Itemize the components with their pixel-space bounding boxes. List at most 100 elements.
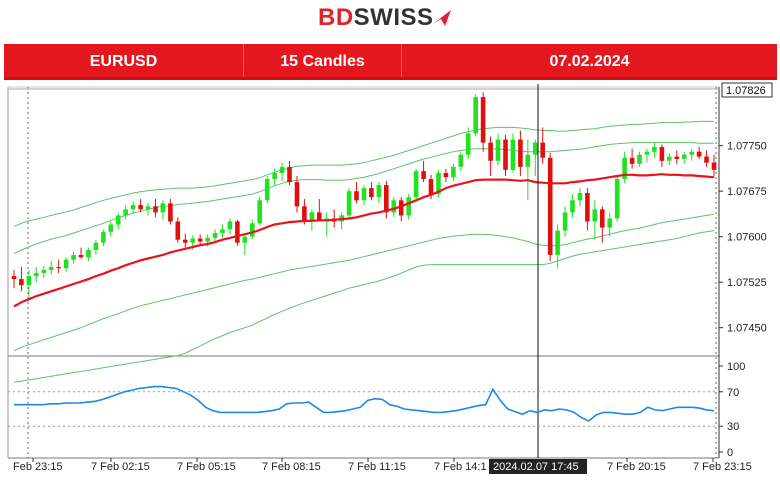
moving-average-line <box>13 173 715 308</box>
bullish-candle <box>667 156 672 161</box>
rsi-tick-label: 0 <box>727 447 733 459</box>
bearish-candle <box>287 166 292 183</box>
bullish-candle <box>93 242 99 250</box>
bullish-candle <box>644 151 650 155</box>
time-tick-label: 7 Feb 14:1 <box>434 461 487 473</box>
bullish-candle <box>264 179 270 201</box>
bearish-candle <box>317 212 322 222</box>
bullish-candle <box>250 223 255 237</box>
bullish-candle <box>465 133 471 155</box>
bullish-candle <box>101 231 106 243</box>
bearish-candle <box>398 200 404 216</box>
bearish-candle <box>659 146 665 161</box>
bullish-candle <box>473 97 478 134</box>
bullish-candle <box>495 139 501 161</box>
bullish-candle <box>145 206 151 210</box>
current-price-label: 1.07826 <box>726 85 766 97</box>
price-tick-label: 1.07525 <box>727 277 767 289</box>
symbol-label: EURUSD <box>4 44 244 77</box>
brand-wordmark: BDSWISS <box>318 4 434 32</box>
bollinger-bands <box>13 120 715 383</box>
bullish-candle <box>525 154 531 167</box>
bullish-candle <box>361 188 367 201</box>
time-tick-label: Feb 23:15 <box>13 461 63 473</box>
brand-swiss: SWISS <box>353 4 434 31</box>
bullish-candle <box>212 233 218 238</box>
inner-lower-band-line <box>13 213 715 352</box>
bearish-candle <box>384 185 389 213</box>
bullish-candle <box>190 238 195 243</box>
bearish-candle <box>183 239 188 243</box>
bearish-candle <box>518 139 523 167</box>
bullish-candle <box>533 142 538 155</box>
bullish-candle <box>562 212 568 231</box>
bullish-candle <box>622 157 627 179</box>
bullish-candle <box>577 193 583 201</box>
bearish-candle <box>443 173 449 178</box>
bullish-candle <box>346 191 352 216</box>
bearish-candle <box>175 221 181 240</box>
time-axis: Feb 23:15 7 Feb 02:15 7 Feb 05:15 7 Feb 08:… <box>13 458 752 473</box>
bearish-candle <box>369 188 374 198</box>
bearish-candle <box>696 151 702 157</box>
bullish-candle <box>607 218 612 228</box>
price-tick-label: 1.07600 <box>727 232 767 244</box>
price-chart: 1.07826 1.077501.076751.076001.075251.07… <box>7 82 773 474</box>
bullish-candle <box>227 221 233 230</box>
bullish-candle <box>279 166 285 173</box>
bullish-candle <box>458 154 464 167</box>
bearish-candle <box>488 142 493 161</box>
bullish-candle <box>376 185 382 198</box>
bullish-candle <box>34 273 39 277</box>
bullish-candle <box>451 166 456 178</box>
rsi-indicator <box>8 385 719 427</box>
bullish-candle <box>652 146 657 152</box>
rsi-tick-label: 100 <box>727 361 745 373</box>
bearish-candle <box>674 156 680 159</box>
time-tick-label: 7 Feb 11:15 <box>348 461 406 473</box>
price-tick-label: 1.07675 <box>727 186 767 198</box>
date-label: 07.02.2024 <box>549 53 630 70</box>
bearish-candle <box>547 157 553 255</box>
current-price-box <box>721 82 773 98</box>
rsi-line <box>14 385 715 422</box>
bullish-candle <box>681 154 687 159</box>
moving-average <box>13 173 715 308</box>
bearish-candle <box>78 254 84 258</box>
bullish-candle <box>257 200 262 224</box>
bullish-candle <box>26 276 32 286</box>
upper-band-line <box>13 120 714 227</box>
time-tick-label: 7 Feb 08:15 <box>262 461 321 473</box>
bearish-candle <box>540 142 545 158</box>
bearish-candle <box>428 179 434 195</box>
bearish-candle <box>197 238 203 242</box>
candles-label: 15 Candles <box>244 44 402 77</box>
crosshair-time-label: 2024.02.07 17:45 <box>493 461 579 473</box>
bearish-candle <box>302 206 307 222</box>
time-tick-label: 7 Feb 05:15 <box>177 461 236 473</box>
bearish-candle <box>138 205 143 210</box>
time-tick-label: 7 Feb 02:15 <box>91 461 150 473</box>
bearish-candle <box>600 209 605 228</box>
bearish-candle <box>294 182 300 207</box>
bullish-candle <box>160 203 166 213</box>
time-tick-label: 7 Feb 20:15 <box>607 461 666 473</box>
rsi-tick-label: 30 <box>727 421 739 433</box>
crosshair-time-box <box>489 459 587 474</box>
bullish-candle <box>48 267 54 270</box>
bullish-candle <box>510 139 516 170</box>
bullish-candle <box>570 200 575 213</box>
candlesticks <box>11 92 717 298</box>
bullish-candle <box>108 224 114 232</box>
rsi-tick-label: 70 <box>727 387 739 399</box>
bullish-candle <box>123 209 128 216</box>
bearish-candle <box>480 97 486 143</box>
bullish-candle <box>242 236 248 243</box>
bearish-candle <box>503 139 508 170</box>
bullish-candle <box>63 259 69 269</box>
price-tick-label: 1.07450 <box>727 323 767 335</box>
bullish-candle <box>130 205 136 210</box>
bearish-candle <box>354 191 359 201</box>
bullish-candle <box>205 237 210 242</box>
bullish-candle <box>436 173 441 195</box>
